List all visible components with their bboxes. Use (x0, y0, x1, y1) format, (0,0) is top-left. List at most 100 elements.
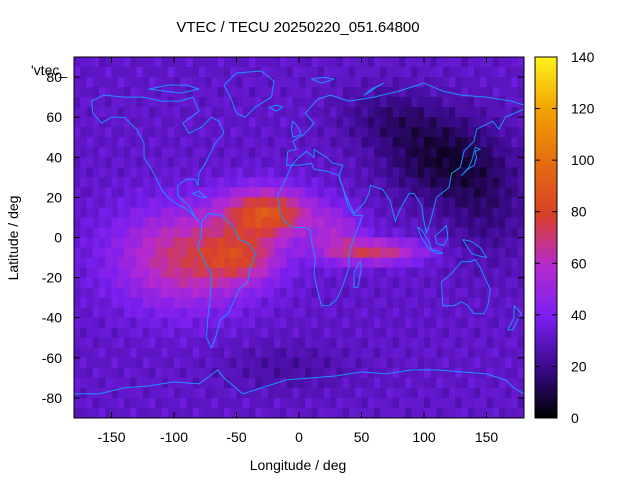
heatmap-cell (255, 327, 263, 339)
heatmap-cell (74, 367, 81, 379)
heatmap-cell (292, 77, 300, 88)
heatmap-cell (286, 267, 294, 279)
heatmap-cell (136, 327, 144, 339)
heatmap-cell (486, 407, 494, 418)
heatmap-cell (499, 347, 506, 359)
heatmap-cell (442, 87, 450, 98)
heatmap-cell (374, 357, 381, 369)
heatmap-cell (449, 137, 456, 148)
heatmap-cell (455, 357, 463, 369)
heatmap-cell (411, 317, 419, 329)
heatmap-cell (249, 127, 256, 138)
heatmap-cell (174, 107, 181, 118)
heatmap-cell (411, 297, 419, 309)
heatmap-cell (286, 77, 294, 88)
heatmap-cell (261, 237, 269, 249)
heatmap-cell (336, 237, 344, 249)
heatmap-cell (367, 97, 375, 108)
heatmap-cell (342, 327, 350, 339)
heatmap-cell (74, 57, 81, 68)
heatmap-cell (361, 317, 369, 329)
heatmap-cell (217, 177, 225, 188)
heatmap-cell (180, 297, 188, 309)
heatmap-cell (224, 187, 231, 198)
heatmap-cell (267, 407, 275, 418)
heatmap-cell (261, 67, 269, 78)
heatmap-cell (355, 257, 363, 269)
heatmap-cell (136, 237, 144, 249)
heatmap-cell (405, 247, 413, 259)
heatmap-cell (117, 217, 125, 229)
heatmap-cell (205, 317, 213, 329)
heatmap-cell (299, 317, 306, 329)
heatmap-cell (236, 177, 244, 188)
heatmap-cell (92, 357, 100, 369)
heatmap-cell (392, 347, 400, 359)
heatmap-cell (74, 257, 81, 269)
heatmap-cell (224, 307, 231, 319)
heatmap-cell (155, 357, 163, 369)
heatmap-cell (299, 337, 306, 349)
heatmap-cell (330, 247, 338, 259)
heatmap-cell (330, 227, 338, 239)
heatmap-cell (286, 327, 294, 339)
heatmap-cell (442, 197, 450, 209)
heatmap-cell (424, 407, 431, 418)
heatmap-cell (199, 187, 206, 198)
heatmap-cell (299, 127, 306, 138)
heatmap-cell (149, 177, 156, 188)
heatmap-cell (136, 297, 144, 309)
heatmap-cell (505, 227, 513, 239)
heatmap-cell (511, 87, 519, 98)
heatmap-cell (230, 337, 238, 349)
heatmap-cell (111, 57, 119, 68)
heatmap-cell (467, 187, 475, 198)
heatmap-cell (199, 277, 206, 289)
heatmap-cell (180, 307, 188, 319)
heatmap-cell (267, 327, 275, 339)
heatmap-cell (224, 57, 231, 68)
heatmap-cell (480, 407, 488, 418)
heatmap-cell (211, 357, 219, 369)
heatmap-cell (349, 377, 356, 389)
heatmap-cell (205, 347, 213, 359)
heatmap-cell (511, 337, 519, 349)
heatmap-cell (361, 307, 369, 319)
heatmap-cell (80, 297, 88, 309)
heatmap-cell (117, 187, 125, 198)
heatmap-cell (405, 267, 413, 279)
heatmap-cell (436, 77, 444, 88)
heatmap-cell (430, 267, 438, 279)
heatmap-cell (499, 367, 506, 379)
heatmap-cell (192, 357, 200, 369)
heatmap-cell (517, 147, 524, 158)
heatmap-cell (517, 297, 524, 309)
heatmap-cell (299, 287, 306, 299)
heatmap-cell (230, 217, 238, 229)
heatmap-cell (117, 177, 125, 188)
heatmap-cell (230, 287, 238, 299)
heatmap-cell (286, 137, 294, 148)
heatmap-cell (211, 167, 219, 178)
heatmap-cell (161, 77, 169, 88)
heatmap-cell (505, 327, 513, 339)
heatmap-cell (392, 277, 400, 289)
heatmap-cell (230, 127, 238, 138)
heatmap-cell (417, 367, 425, 379)
heatmap-cell (417, 307, 425, 319)
heatmap-cell (174, 347, 181, 359)
heatmap-cell (142, 77, 150, 88)
heatmap-cell (461, 87, 469, 98)
heatmap-cell (292, 167, 300, 178)
heatmap-cell (242, 407, 250, 418)
heatmap-cell (430, 137, 438, 148)
heatmap-cell (299, 207, 306, 219)
heatmap-cell (330, 267, 338, 279)
heatmap-cell (255, 387, 263, 399)
heatmap-cell (305, 357, 313, 369)
heatmap-cell (199, 257, 206, 269)
heatmap-cell (130, 297, 138, 309)
heatmap-cell (342, 297, 350, 309)
heatmap-cell (474, 97, 481, 108)
heatmap-cell (417, 117, 425, 128)
